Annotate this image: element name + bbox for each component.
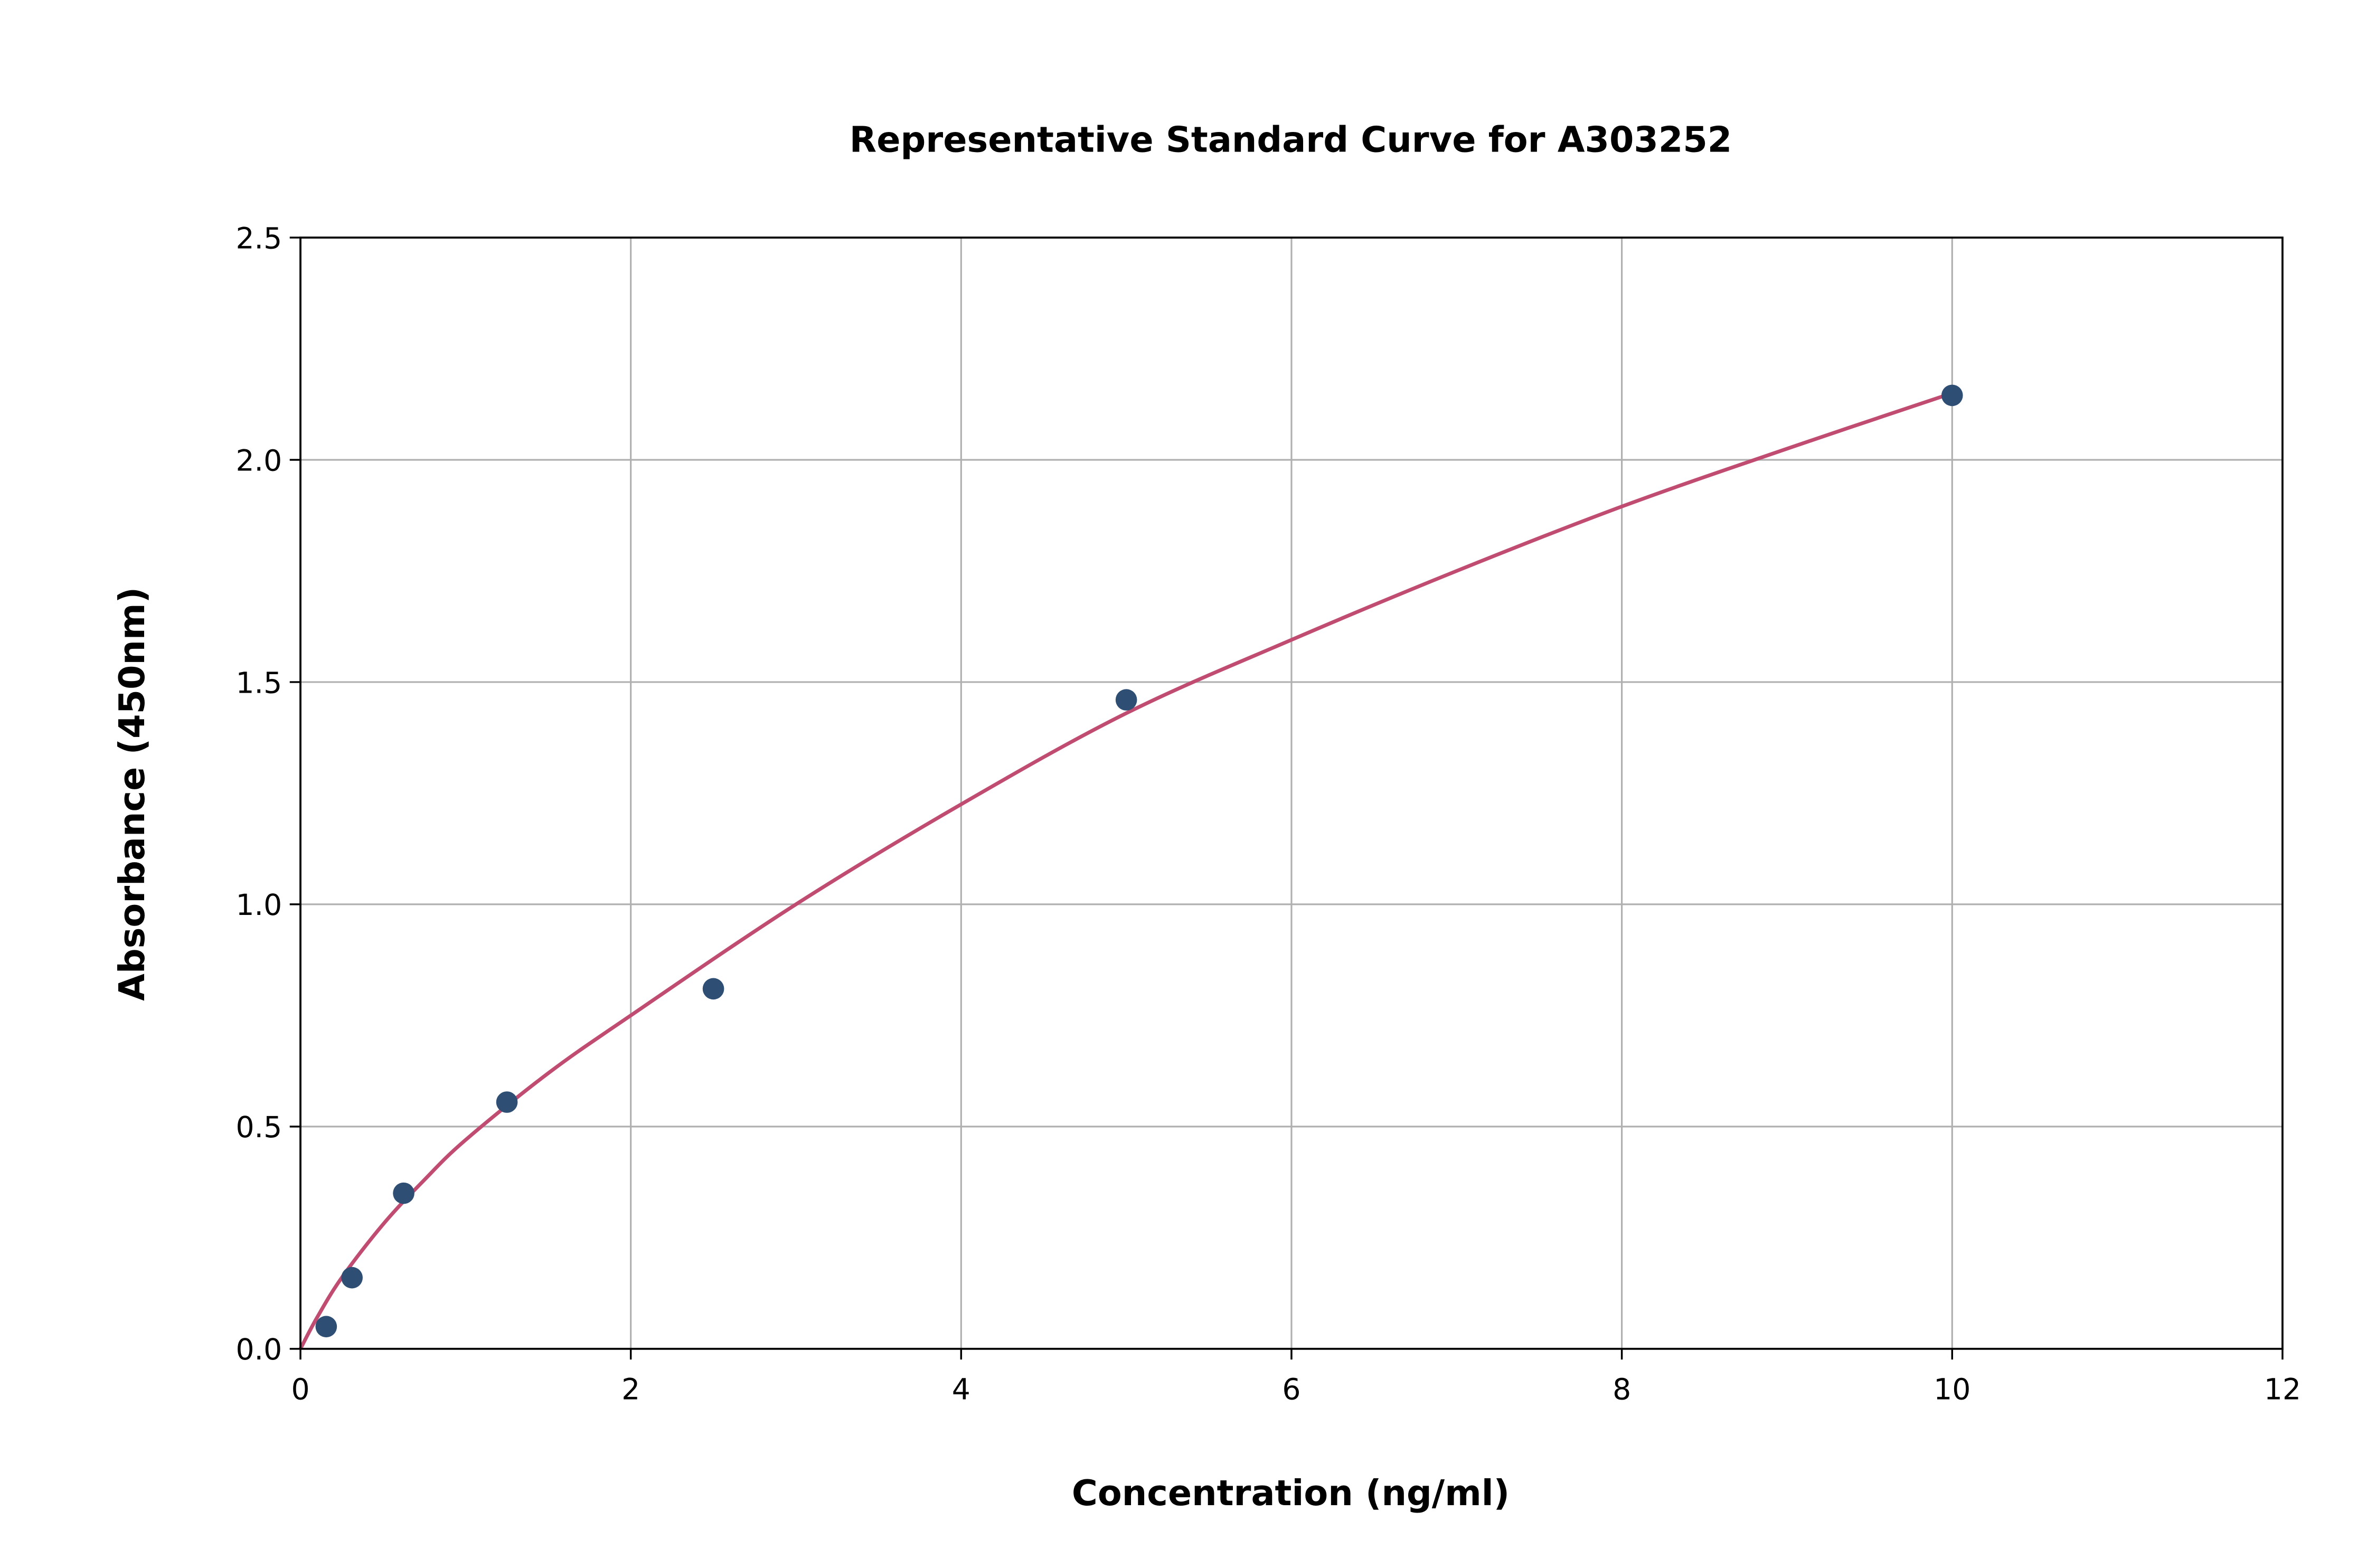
x-tick-label: 12: [2264, 1373, 2301, 1407]
x-tick-label: 0: [291, 1373, 309, 1407]
data-point: [341, 1267, 363, 1289]
grid: [299, 237, 2284, 1350]
data-point: [315, 1316, 337, 1338]
x-tick-label: 6: [1282, 1373, 1300, 1407]
y-tick-label: 1.0: [235, 889, 282, 922]
y-tick-label: 2.5: [235, 222, 282, 256]
data-point: [1115, 689, 1137, 711]
y-tick-label: 2.0: [235, 444, 282, 478]
x-tick-label: 10: [1934, 1373, 1970, 1407]
data-point: [1941, 384, 1963, 407]
data-point: [496, 1091, 518, 1113]
data-point: [393, 1182, 414, 1204]
y-tick-label: 0.5: [235, 1111, 282, 1145]
y-tick-label: 1.5: [235, 666, 282, 700]
x-tick-label: 8: [1613, 1373, 1631, 1407]
x-axis-ticks: 0 2 4 6 8 10 12: [291, 1348, 2301, 1407]
x-axis-label: Concentration (ng/ml): [1072, 1472, 1510, 1514]
x-tick-label: 4: [952, 1373, 970, 1407]
y-tick-label: 0.0: [235, 1333, 282, 1367]
fit-curve-layer: [298, 391, 1953, 1350]
fit-curve: [298, 391, 1953, 1350]
data-point: [702, 978, 724, 1000]
y-axis-ticks: 0.0 0.5 1.0 1.5 2.0 2.5: [235, 222, 301, 1367]
x-tick-label: 2: [621, 1373, 640, 1407]
chart-title: Representative Standard Curve for A30325…: [850, 119, 1732, 160]
y-axis-label: Absorbance (450nm): [111, 587, 153, 1001]
data-points-layer: [315, 384, 1963, 1338]
